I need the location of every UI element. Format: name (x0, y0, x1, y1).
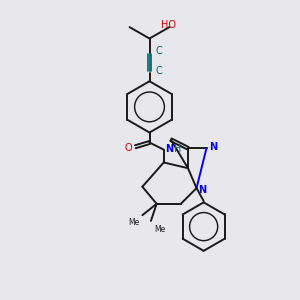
Text: Me: Me (154, 225, 165, 234)
Text: O: O (124, 143, 132, 153)
Text: HO: HO (161, 20, 176, 30)
Text: C: C (155, 66, 162, 76)
Text: Me: Me (128, 218, 140, 227)
Text: C: C (155, 46, 162, 56)
Text: N: N (209, 142, 217, 152)
Text: N: N (198, 184, 206, 194)
Text: N: N (165, 144, 173, 154)
Text: H: H (174, 144, 181, 154)
